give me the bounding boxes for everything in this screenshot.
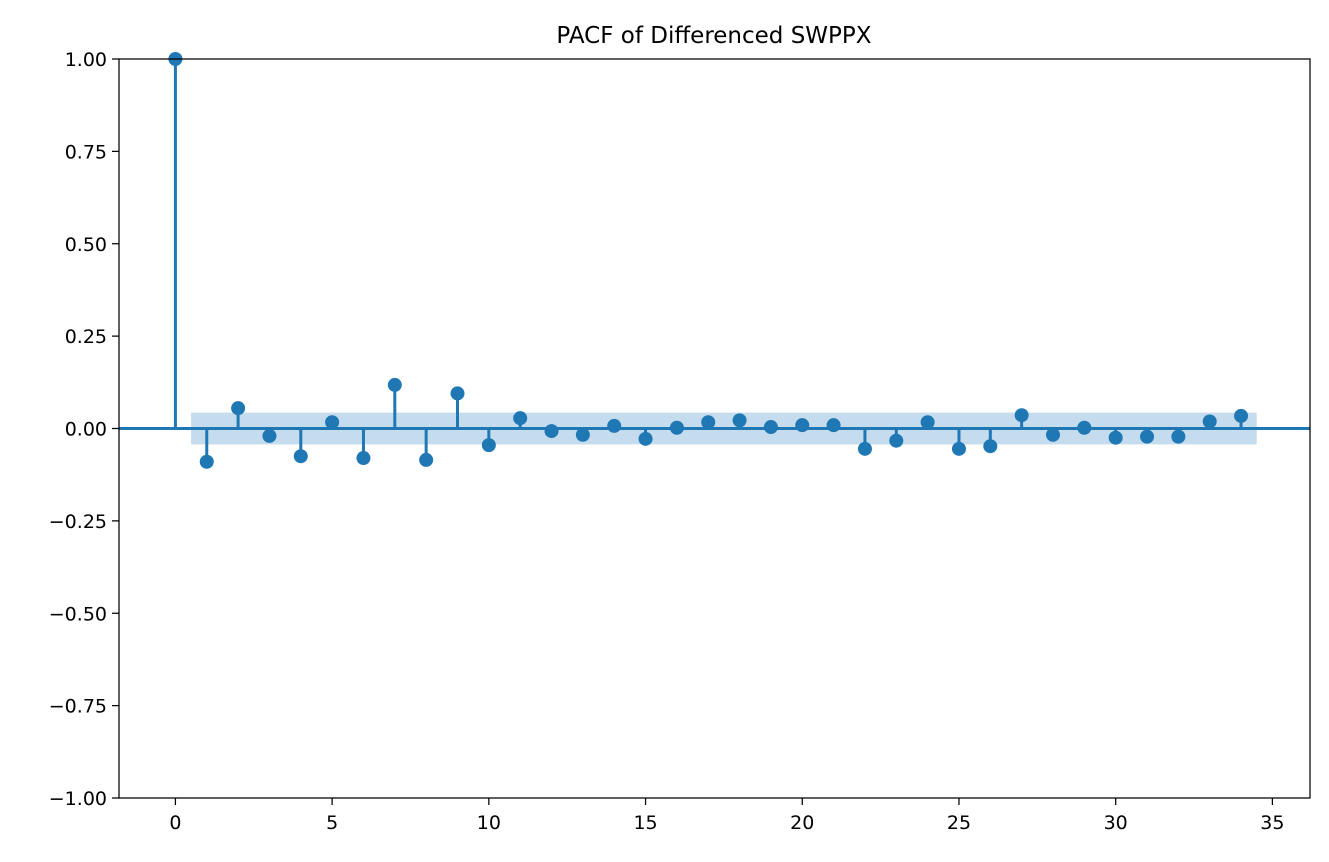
marker-lag-31 [1140, 429, 1155, 444]
marker-lag-23 [889, 433, 904, 448]
marker-lag-15 [638, 431, 653, 446]
marker-lag-5 [325, 415, 340, 430]
marker-lag-2 [231, 401, 246, 416]
y-tick-label-5: −0.25 [49, 511, 107, 533]
y-tick-label-6: −0.50 [49, 603, 107, 625]
x-tick-label-20: 20 [790, 812, 814, 834]
marker-lag-24 [920, 415, 935, 430]
marker-lag-3 [262, 428, 277, 443]
y-tick-label-7: −0.75 [49, 696, 107, 718]
marker-lag-25 [951, 441, 966, 456]
y-tick-label-1: 0.75 [65, 141, 107, 163]
marker-lag-21 [826, 418, 841, 433]
y-tick-label-0: 1.00 [65, 49, 107, 71]
marker-lag-27 [1014, 408, 1029, 423]
x-tick-label-10: 10 [477, 812, 501, 834]
x-tick-label-25: 25 [947, 812, 971, 834]
marker-lag-34 [1234, 408, 1249, 423]
marker-lag-32 [1171, 429, 1186, 444]
marker-lag-17 [701, 415, 716, 430]
marker-lag-20 [795, 418, 810, 433]
marker-lag-22 [857, 441, 872, 456]
marker-lag-14 [607, 418, 622, 433]
x-tick-label-5: 5 [326, 812, 338, 834]
marker-lag-10 [481, 438, 496, 453]
marker-lag-33 [1202, 414, 1217, 429]
marker-lag-28 [1045, 427, 1060, 442]
marker-lag-11 [513, 411, 528, 426]
marker-lag-30 [1108, 430, 1123, 445]
x-tick-label-30: 30 [1104, 812, 1128, 834]
y-tick-label-2: 0.50 [65, 234, 107, 256]
chart-title: PACF of Differenced SWPPX [556, 23, 871, 49]
x-tick-label-0: 0 [169, 812, 181, 834]
y-tick-label-3: 0.25 [65, 326, 107, 348]
marker-lag-18 [732, 413, 747, 428]
marker-lag-7 [387, 377, 402, 392]
y-tick-label-8: −1.00 [49, 788, 107, 810]
marker-lag-8 [419, 452, 434, 467]
marker-lag-19 [763, 420, 778, 435]
marker-lag-9 [450, 386, 465, 401]
x-tick-label-35: 35 [1260, 812, 1284, 834]
marker-lag-13 [575, 427, 590, 442]
marker-lag-26 [983, 439, 998, 454]
x-tick-label-15: 15 [633, 812, 657, 834]
marker-lag-4 [293, 449, 308, 464]
marker-lag-29 [1077, 420, 1092, 435]
marker-lag-1 [199, 454, 214, 469]
y-tick-label-4: 0.00 [65, 419, 107, 441]
marker-lag-16 [669, 420, 684, 435]
marker-lag-12 [544, 424, 559, 439]
marker-lag-6 [356, 451, 371, 466]
